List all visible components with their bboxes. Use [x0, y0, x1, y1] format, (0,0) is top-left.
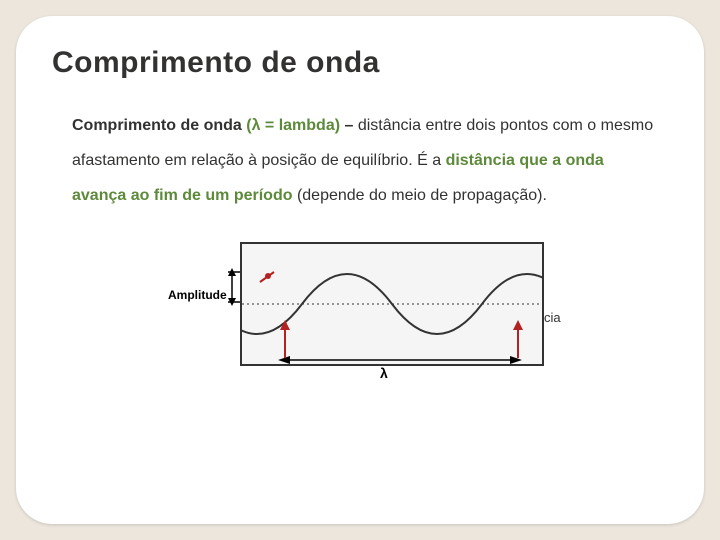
slide-card: Comprimento de onda Comprimento de onda …	[16, 16, 704, 524]
red-marker-left	[280, 320, 290, 358]
term-paren: (λ = lambda)	[246, 117, 340, 134]
term-bold: Comprimento de onda	[72, 117, 242, 134]
red-marker-right	[513, 320, 523, 358]
wave-figure: Amplitude cia	[150, 232, 570, 392]
lambda-arrow	[278, 356, 522, 364]
lambda-label: λ	[380, 365, 388, 381]
text-2: (depende do meio de propagação).	[293, 187, 547, 204]
body-paragraph: Comprimento de onda (λ = lambda) – distâ…	[72, 108, 658, 214]
dash: –	[345, 117, 358, 134]
amplitude-marker	[228, 268, 240, 306]
overlay-svg	[150, 232, 570, 392]
figure-container: Amplitude cia	[52, 232, 668, 392]
slide-title: Comprimento de onda	[52, 46, 668, 80]
